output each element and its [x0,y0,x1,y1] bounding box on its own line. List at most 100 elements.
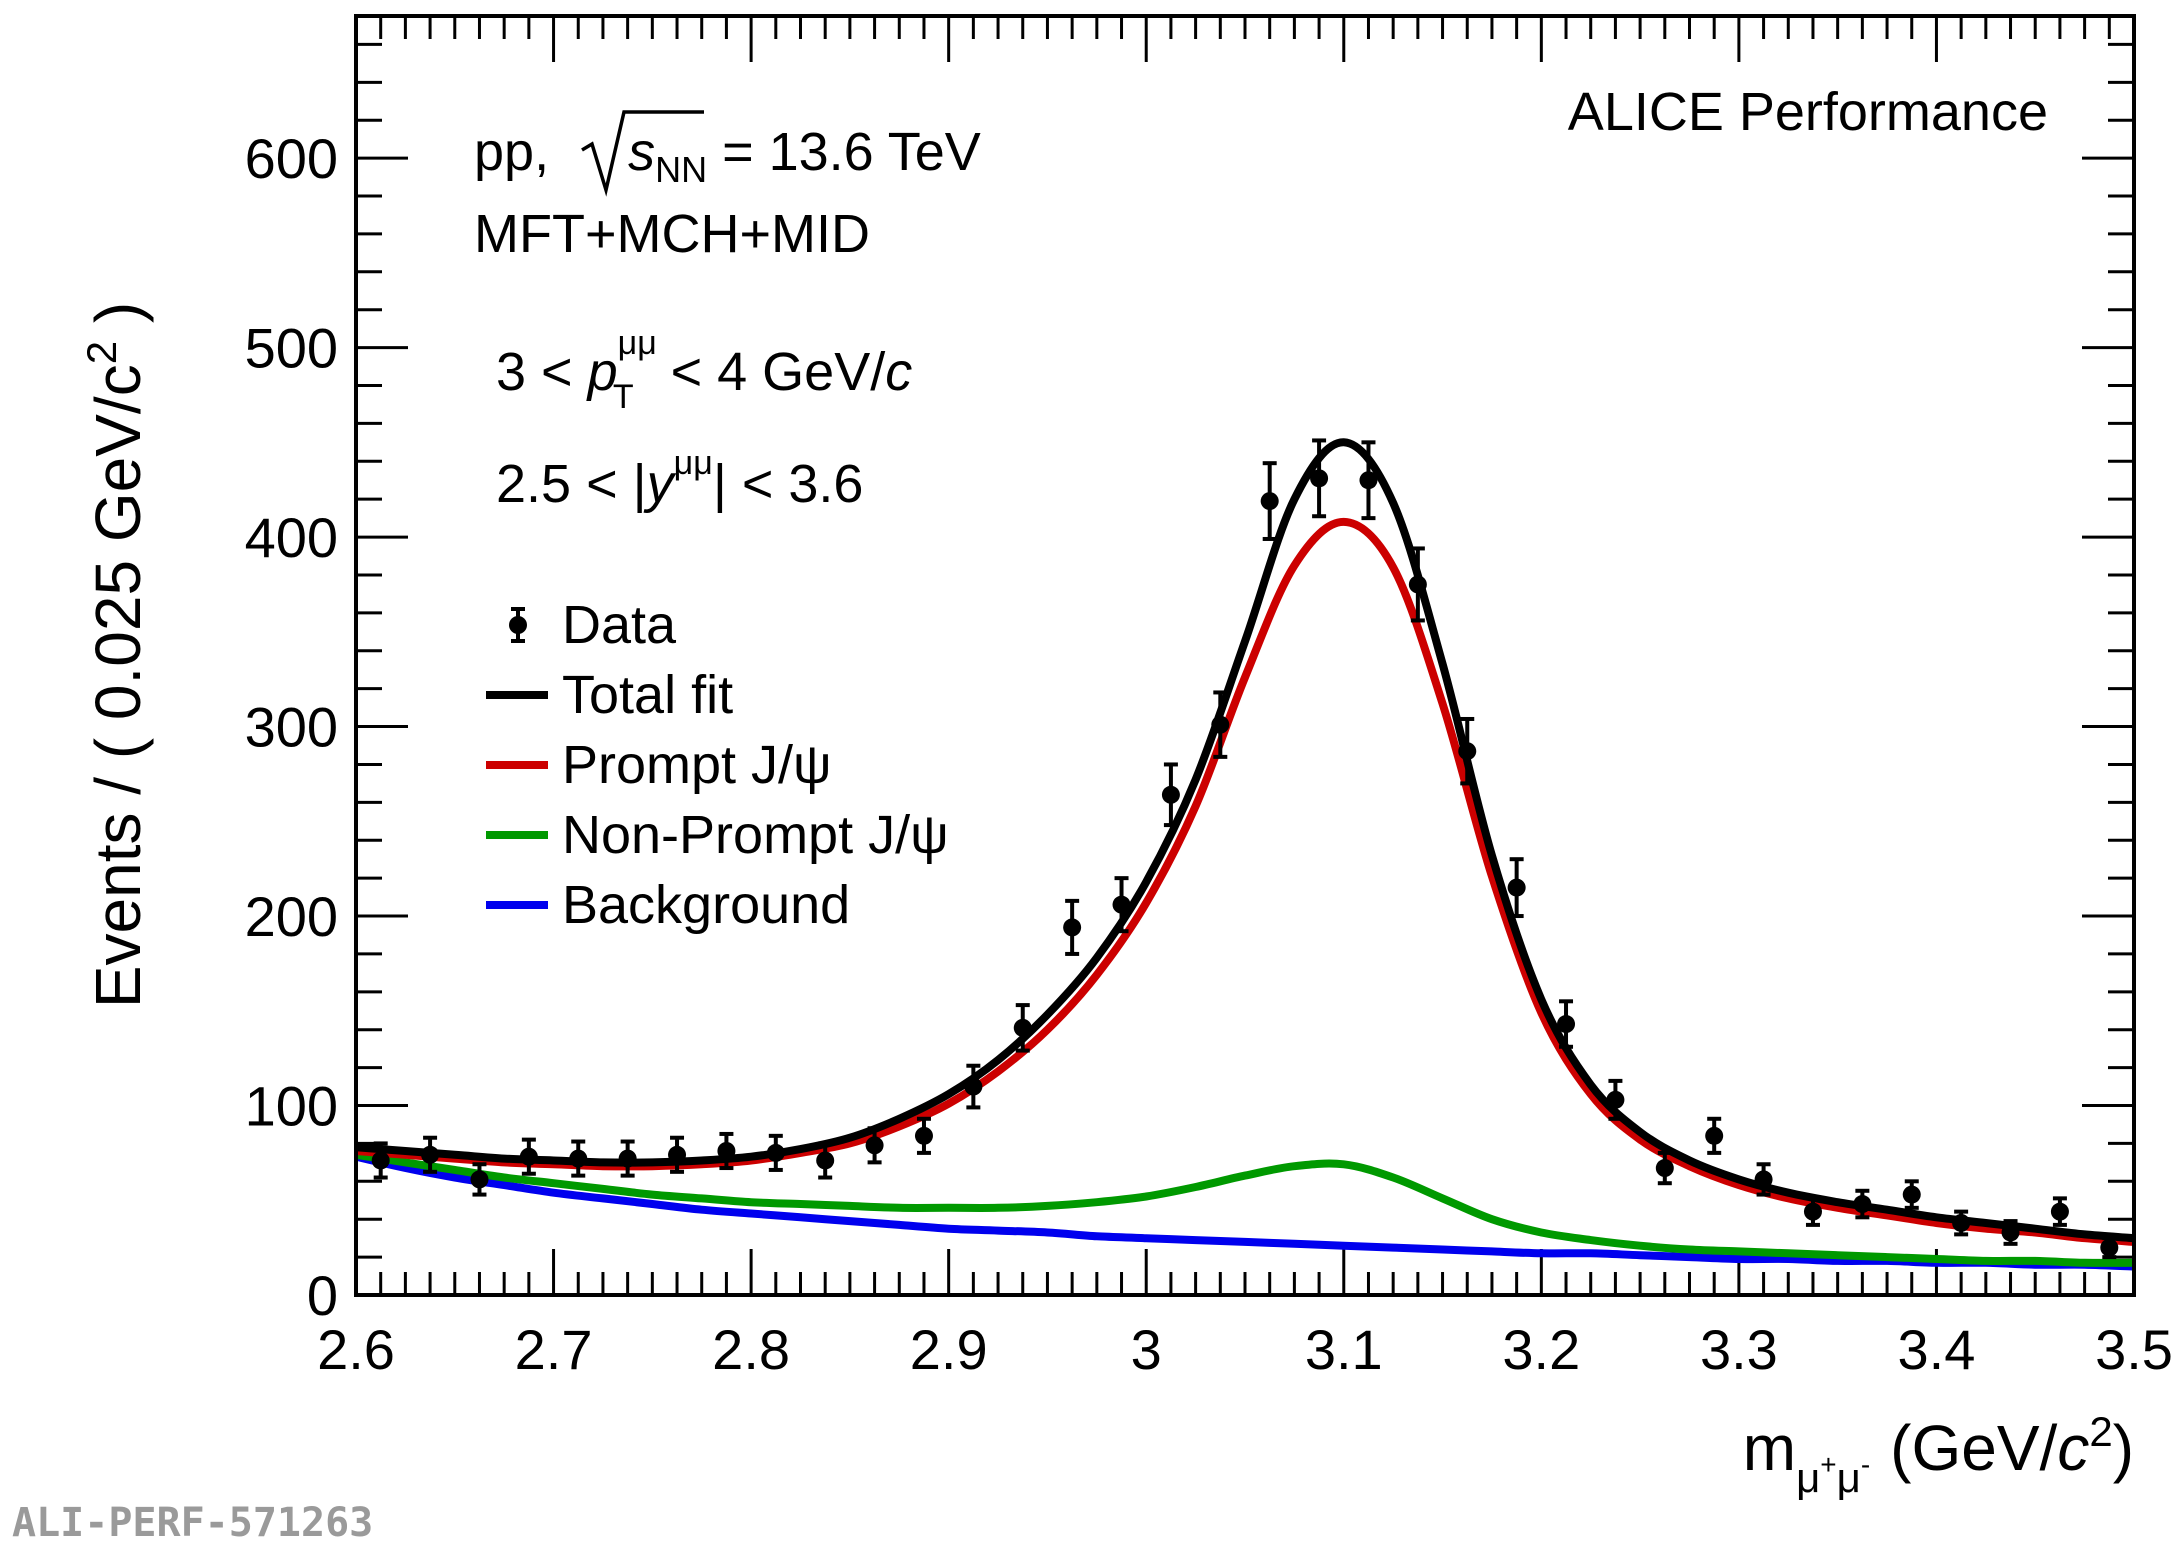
data-marker [1853,1195,1872,1214]
data-marker [1902,1185,1921,1204]
x-tick-label: 2.7 [515,1318,593,1381]
y-tick-label: 100 [245,1075,338,1138]
pt-range-label: 3 < pμμ T < 4 GeV/c [496,324,912,416]
y-tick-label: 400 [245,506,338,569]
data-point [618,1139,637,1178]
data-point [1705,1116,1724,1155]
data-marker [1013,1018,1032,1037]
data-marker [618,1149,637,1168]
data-marker [2050,1202,2069,1221]
collision-label: pp, sNN = 13.6 TeV [474,110,981,197]
data-point [1310,438,1329,519]
data-point [1013,1003,1032,1053]
data-marker [1803,1202,1822,1221]
legend-marker-dot [509,616,527,634]
data-marker [1359,471,1378,490]
data-point [1952,1209,1971,1237]
data-marker [1112,895,1131,914]
data-point [1112,876,1131,934]
data-point [1557,999,1576,1049]
x-tick-label: 3.2 [1502,1318,1580,1381]
y-tick-label: 300 [245,696,338,759]
data-point [964,1063,983,1110]
data-point [1655,1150,1674,1186]
rapidity-range-label: 2.5 < |yμμ| < 3.6 [496,444,863,514]
data-point [2050,1196,2069,1227]
svg-text:Events / ( 0.025 GeV/c2 ): Events / ( 0.025 GeV/c2 ) [78,302,154,1008]
legend-label: Non-Prompt J/ψ [562,805,949,865]
data-marker [1211,715,1230,734]
data-marker [519,1147,538,1166]
axis-ticks [354,16,2136,1297]
x-tick-label: 3.5 [2095,1318,2173,1381]
data-point [421,1135,440,1174]
svg-text:pp, sNN = 13.6 TeV: pp, sNN = 13.6 TeV [474,122,981,190]
y-tick-label: 500 [245,317,338,380]
data-point [1606,1078,1625,1121]
data-marker [569,1149,588,1168]
data-marker [1408,575,1427,594]
legend-prompt-jpsi: Prompt J/ψ [486,735,832,795]
x-tick-label: 3.3 [1700,1318,1778,1381]
plot-frame [354,14,2136,1297]
experiment-label: ALICE Performance [1568,82,2048,142]
y-tick-label: 0 [307,1264,338,1327]
data-marker [1507,878,1526,897]
data-marker [1606,1090,1625,1109]
data-marker [1705,1126,1724,1145]
data-point [1260,461,1279,541]
y-tick-label: 200 [245,885,338,948]
data-point [1211,690,1230,759]
data-marker [816,1151,835,1170]
x-tick-label: 3 [1131,1318,1162,1381]
data-marker [1557,1015,1576,1034]
y-tick-label: 600 [245,127,338,190]
data-marker [2100,1238,2119,1257]
data-point [668,1135,687,1174]
data-point [1853,1188,1872,1220]
x-tick-label: 3.1 [1305,1318,1383,1381]
data-marker [1655,1159,1674,1178]
data-marker [914,1126,933,1145]
legend-nonprompt-jpsi: Non-Prompt J/ψ [486,805,949,865]
data-marker [2001,1223,2020,1242]
x-tick-label: 2.9 [910,1318,988,1381]
data-point [1408,546,1427,623]
legend-label: Prompt J/ψ [562,735,832,795]
data-marker [668,1145,687,1164]
data-point [2100,1236,2119,1260]
data-marker [964,1077,983,1096]
legend-label: Total fit [562,665,733,725]
svg-text:mμ+μ-(GeV/c2): mμ+μ- (GeV/c2) [1743,1408,2134,1501]
data-point [816,1141,835,1180]
total-fit-curve [356,438,2134,1243]
data-marker [421,1145,440,1164]
data-marker [470,1170,489,1189]
legend-data: Data [509,595,677,655]
y-axis-title: Events / ( 0.025 GeV/c2 ) [78,302,154,1008]
data-point [1161,762,1180,828]
x-tick-label: 2.8 [712,1318,790,1381]
data-marker [1260,492,1279,511]
legend: Data Total fit Prompt J/ψ Non-Prompt J/ψ Bac… [486,595,949,935]
data-point [1458,716,1477,786]
legend-label: Background [562,875,850,935]
data-points [371,438,2119,1260]
data-point [470,1162,489,1197]
legend-label: Data [562,595,677,655]
x-axis-title: mμ+μ- (GeV/c2) [1743,1408,2134,1501]
data-point [2001,1219,2020,1246]
data-point [371,1141,390,1180]
detector-label: MFT+MCH+MID [474,204,870,264]
x-tick-label: 3.4 [1898,1318,1976,1381]
data-point [1902,1179,1921,1210]
data-marker [1063,918,1082,937]
legend-total-fit: Total fit [486,665,733,725]
data-marker [1161,785,1180,804]
data-marker [766,1143,785,1162]
x-tick-labels: 2.6 2.7 2.8 2.9 3 3.1 3.2 3.3 3.4 3.5 [317,1318,2173,1381]
data-point [1063,898,1082,956]
data-marker [371,1151,390,1170]
data-marker [717,1141,736,1160]
data-point [717,1131,736,1171]
